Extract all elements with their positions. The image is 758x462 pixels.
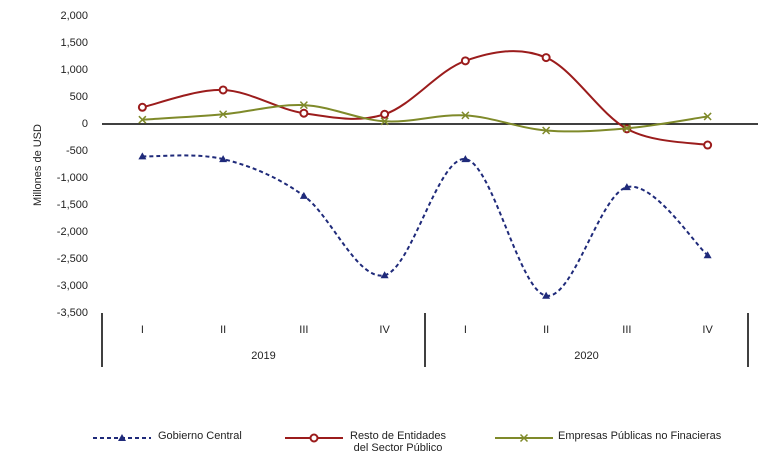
marker [380,271,389,279]
marker [542,126,551,135]
y-tick-label: 1,000 [60,64,88,76]
marker [541,53,551,63]
x-tick-label: IV [379,324,390,336]
group-label: 2019 [251,350,275,362]
series [137,50,713,150]
marker [299,101,308,110]
y-tick-label: -3,000 [57,280,88,292]
marker [703,251,712,259]
y-axis-label: Millones de USD [32,124,44,206]
series-line [142,50,708,147]
series [138,101,712,135]
marker [218,85,228,95]
marker [461,155,470,163]
series-line [142,154,709,297]
marker [622,124,631,133]
legend-marker [519,433,529,443]
marker [622,183,631,191]
series [138,152,712,299]
x-tick-label: II [543,324,549,336]
x-tick-label: I [141,324,144,336]
marker [138,115,147,124]
legend-label: Resto de Entidades del Sector Público [350,430,447,454]
y-tick-label: -2,500 [57,253,88,265]
y-tick-label: -500 [66,145,88,157]
marker [299,191,308,199]
legend-label: Gobierno Central [158,430,242,442]
marker [542,291,551,299]
y-tick-label: 2,000 [60,10,88,22]
legend-label: Empresas Públicas no Finacieras [558,430,722,442]
marker [219,155,228,163]
x-tick-label: I [464,324,467,336]
marker [703,112,712,121]
marker [460,56,470,66]
marker [380,109,390,119]
y-tick-label: -1,000 [57,172,88,184]
y-tick-label: -3,500 [57,307,88,319]
marker [137,102,147,112]
y-tick-label: -1,500 [57,199,88,211]
y-tick-label: 500 [70,91,88,103]
marker [138,152,147,160]
y-tick-label: -2,000 [57,226,88,238]
marker [461,111,470,120]
marker [219,110,228,119]
x-tick-label: III [299,324,308,336]
x-tick-label: II [220,324,226,336]
x-tick-label: III [622,324,631,336]
group-label: 2020 [574,350,598,362]
marker [380,117,389,126]
series-line [142,104,708,133]
marker [703,140,713,150]
marker [299,108,309,118]
legend-marker [118,434,126,441]
legend-marker [309,433,319,443]
y-tick-label: 0 [82,118,88,130]
y-tick-label: 1,500 [60,37,88,49]
x-tick-label: IV [702,324,713,336]
